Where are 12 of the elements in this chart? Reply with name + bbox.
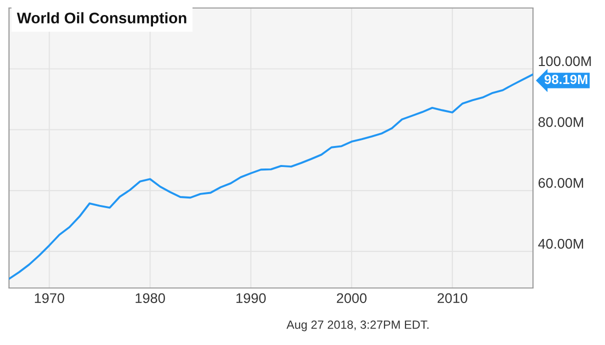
- x-tick-label: 1990: [236, 293, 266, 304]
- y-tick-label: 80.00M: [538, 117, 584, 127]
- y-tick-label: 60.00M: [538, 178, 584, 188]
- chart-title: World Oil Consumption: [16, 12, 186, 26]
- x-tick-label: 1980: [136, 293, 165, 304]
- x-tick-label: 2000: [336, 293, 367, 304]
- y-tick-label: 40.00M: [538, 238, 584, 249]
- x-tick-label: 2010: [438, 293, 468, 304]
- y-tick-label: 100.00M: [538, 56, 591, 66]
- text: Aug 27 2018, 3:27PM EDT.: [286, 320, 428, 332]
- annotation: 98.19M: [544, 74, 588, 84]
- x-tick-label: 1970: [34, 293, 64, 304]
